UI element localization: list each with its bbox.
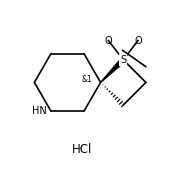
- Text: O: O: [134, 36, 142, 46]
- Text: &1: &1: [82, 75, 93, 84]
- Text: O: O: [105, 36, 112, 46]
- Text: HN: HN: [32, 106, 47, 116]
- Text: S: S: [120, 55, 126, 65]
- Text: HCl: HCl: [72, 143, 92, 156]
- Polygon shape: [101, 58, 125, 82]
